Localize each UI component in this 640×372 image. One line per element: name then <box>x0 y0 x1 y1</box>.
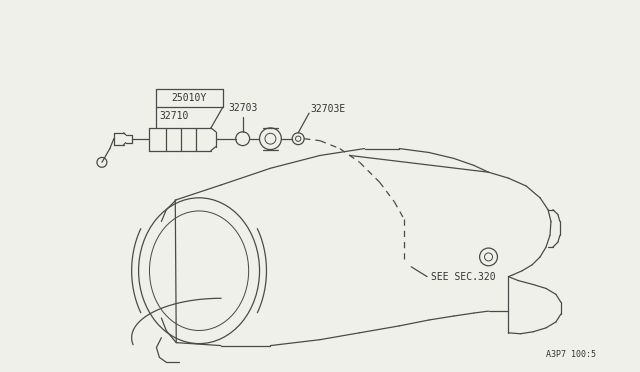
Text: 32703E: 32703E <box>310 104 346 114</box>
Text: 32703: 32703 <box>228 103 257 113</box>
Text: 32710: 32710 <box>159 111 189 121</box>
Text: A3P7 100:5: A3P7 100:5 <box>546 350 596 359</box>
Text: SEE SEC.320: SEE SEC.320 <box>431 272 495 282</box>
Text: 25010Y: 25010Y <box>172 93 207 103</box>
